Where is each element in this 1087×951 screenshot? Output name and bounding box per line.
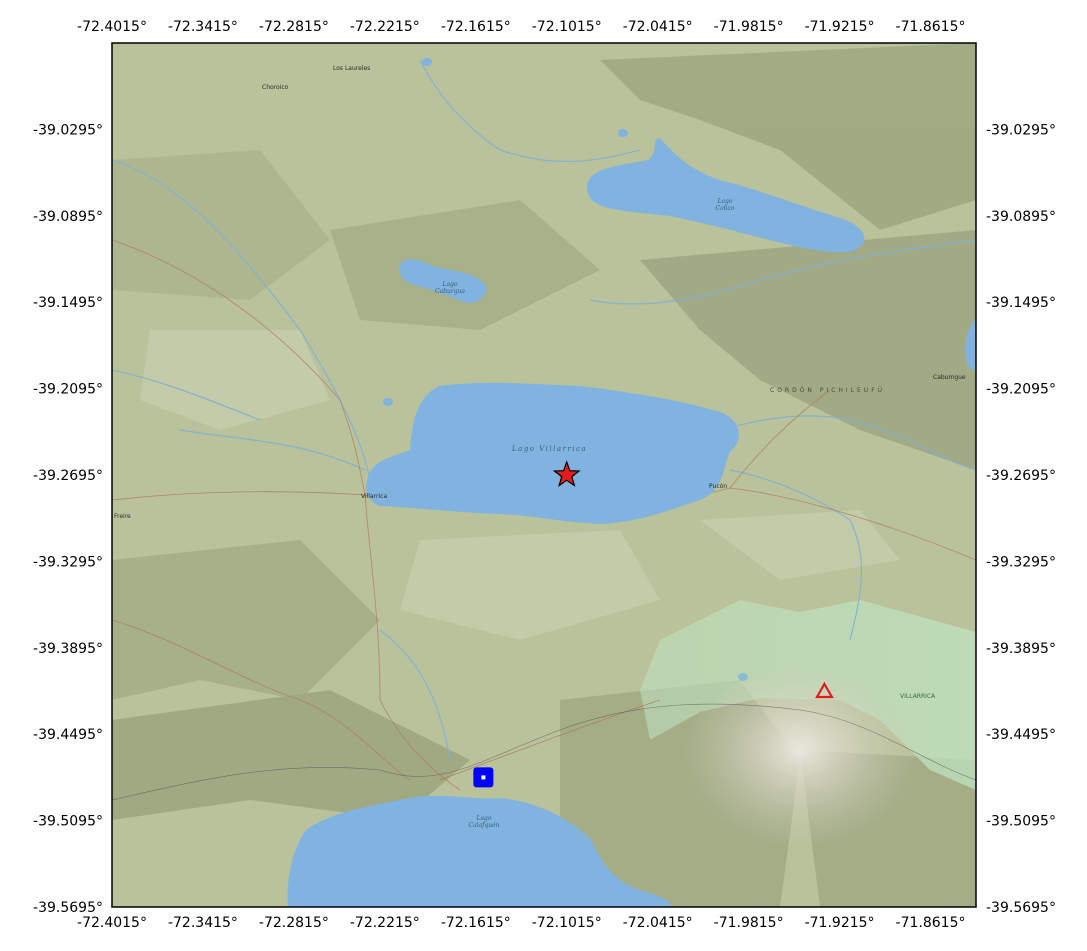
y-tick-label-left: -39.0295° [33,122,103,138]
x-tick-label-bottom: -72.1015° [532,915,602,931]
y-tick-label-right: -39.5095° [986,814,1056,830]
x-tick-label-top: -72.2215° [350,19,420,35]
regional-boundary [112,703,976,801]
y-ticks-left: -39.0295° -39.0895° -39.1495° -39.2095° -39.… [33,122,103,916]
place-los-laureles: Los Laureles [333,65,370,72]
lake-small-park [738,673,748,681]
rivers [112,59,976,761]
map-frame [111,42,977,908]
ridge-label: CORDÓN PICHILEUFÚ [770,387,885,394]
y-tick-label-right: -39.5695° [986,900,1056,916]
station-square-marker [473,767,494,788]
park-label: VILLARRICA [900,693,936,700]
x-tick-label-bottom: -71.9215° [805,915,875,931]
x-tick-label-top: -72.1615° [441,19,511,35]
lake-east-edge [965,318,976,372]
y-tick-label-left: -39.5095° [33,814,103,830]
x-tick-label-top: -72.0415° [623,19,693,35]
lake-colico [587,138,865,253]
y-tick-label-left: -39.2695° [33,468,103,484]
y-tick-label-left: -39.3295° [33,554,103,570]
y-tick-label-right: -39.2095° [986,382,1056,398]
volcano-triangle-marker [815,681,834,699]
y-tick-label-left: -39.2095° [33,382,103,398]
y-tick-label-right: -39.3295° [986,554,1056,570]
y-tick-label-right: -39.4495° [986,727,1056,743]
epicenter-star-marker [552,460,581,487]
lake-villarrica-label: Lago Villarrica [511,445,587,453]
lake-colico-label-line1: Lago [716,198,732,205]
volcano-snowcap [680,670,920,870]
x-tick-label-bottom: -71.9815° [714,915,784,931]
x-tick-label-top: -72.1015° [532,19,602,35]
x-tick-label-bottom: -72.3415° [168,915,238,931]
y-ticks-right: -39.0295° -39.0895° -39.1495° -39.2095° -39.… [986,122,1056,916]
relief-highlights [140,330,900,640]
lake-small-colico-west [618,129,628,137]
lake-small-west [383,398,393,406]
x-tick-label-bottom: -72.2815° [259,915,329,931]
x-tick-label-bottom: -72.0415° [623,915,693,931]
x-ticks-top: -72.4015° -72.3415° -72.2815° -72.2215° -72.… [77,19,965,35]
basemap [112,43,976,907]
lake-calafquen [287,795,672,907]
lake-small-north [422,58,432,66]
place-cabumgue: Cabumgue [933,374,966,381]
y-tick-label-left: -39.1495° [33,295,103,311]
x-tick-label-top: -72.4015° [77,19,147,35]
place-choroico: Choroico [262,84,289,91]
y-tick-label-right: -39.2695° [986,468,1056,484]
lake-calafquen-label-line1: Lago [475,815,491,822]
x-tick-label-bottom: -72.1615° [441,915,511,931]
place-pucon: Pucón [709,483,727,490]
y-tick-label-left: -39.0895° [33,209,103,225]
x-tick-label-top: -71.8615° [896,19,966,35]
y-tick-label-left: -39.5695° [33,900,103,916]
place-freire: Freire [114,513,131,520]
map-labels: Lago Villarrica Lago Caburgua Lago Colic… [114,65,966,829]
x-ticks-bottom: -72.4015° -72.3415° -72.2815° -72.2215° -72.… [77,915,965,931]
x-tick-label-bottom: -72.2215° [350,915,420,931]
lake-villarrica [366,382,739,524]
markers [473,460,834,788]
x-tick-label-top: -72.2815° [259,19,329,35]
x-tick-label-top: -71.9815° [714,19,784,35]
lake-caburgua [399,259,487,304]
lake-caburgua-label-line2: Caburgua [435,288,465,295]
y-tick-label-right: -39.0895° [986,209,1056,225]
place-villarrica: Villarrica [361,493,387,500]
y-tick-label-right: -39.0295° [986,122,1056,138]
lake-calafquen-label-line2: Calafquén [468,822,499,829]
x-tick-label-top: -72.3415° [168,19,238,35]
y-tick-label-left: -39.3895° [33,641,103,657]
y-tick-label-right: -39.3895° [986,641,1056,657]
y-tick-label-left: -39.4495° [33,727,103,743]
x-tick-label-bottom: -72.4015° [77,915,147,931]
x-tick-label-bottom: -71.8615° [896,915,966,931]
lake-colico-label-line2: Colico [715,205,734,212]
x-tick-label-top: -71.9215° [805,19,875,35]
lake-caburgua-label-line1: Lago [441,281,457,288]
y-tick-label-right: -39.1495° [986,295,1056,311]
